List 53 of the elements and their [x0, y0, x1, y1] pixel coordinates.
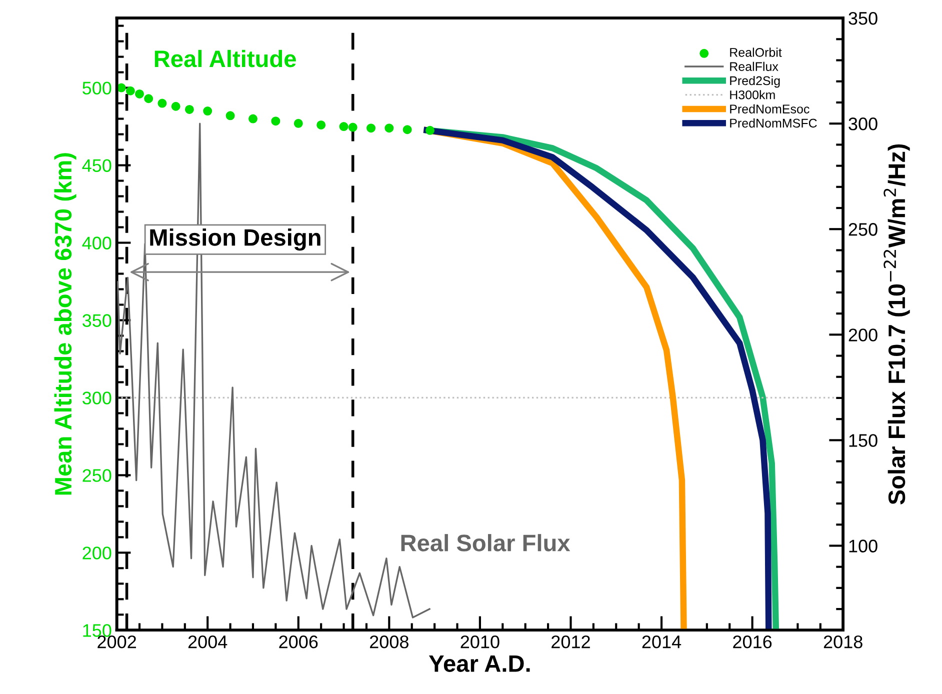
- y2-tick-label: 100: [849, 540, 878, 552]
- y-tick-label: 250: [82, 469, 112, 482]
- point: [184, 104, 194, 114]
- point: [226, 111, 235, 120]
- annotation: Real Solar Flux: [401, 534, 570, 552]
- legend-label: H300km: [730, 90, 775, 100]
- y2-tick-label: 150: [849, 434, 878, 447]
- y-axis-title: Mean Altitude above 6370 (km): [54, 153, 76, 495]
- legend-label: RealOrbit: [730, 48, 782, 57]
- annotation: Mission Design: [150, 228, 320, 251]
- point: [316, 120, 326, 130]
- y-tick-label: 300: [82, 392, 112, 404]
- y-tick-label: 200: [82, 546, 112, 560]
- y-tick-label: 450: [82, 159, 112, 172]
- point: [348, 122, 358, 132]
- y2-tick-label: 350: [848, 12, 878, 25]
- x-axis-title: Year A.D.: [428, 655, 530, 672]
- x-tick-label: 2018: [824, 635, 862, 648]
- y2-tick-label: 200: [848, 328, 878, 342]
- point: [126, 86, 135, 96]
- x-tick-label: 2016: [733, 635, 772, 648]
- point: [271, 116, 280, 126]
- x-tick-label: 2006: [279, 635, 318, 648]
- y2-tick-label: 250: [848, 223, 878, 236]
- x-tick-label: 2002: [98, 635, 136, 648]
- x-tick-label: 2010: [460, 635, 500, 648]
- x-tick-label: 2004: [188, 635, 228, 648]
- x-tick-label: 2008: [370, 635, 408, 648]
- x-tick-label: 2012: [552, 635, 590, 648]
- point: [366, 124, 376, 133]
- point: [203, 106, 212, 116]
- legend-label: RealFlux: [730, 62, 778, 71]
- point: [339, 122, 348, 132]
- y-tick-label: 150: [83, 624, 112, 637]
- legend-label: Pred2Sig: [730, 76, 780, 88]
- y2-axis-title: Solar Flux F10.7 (10$^{−22}$W/m$^{2}$/Hz): [884, 144, 910, 505]
- point: [135, 89, 144, 98]
- point: [294, 118, 303, 128]
- x-tick-label: 2014: [642, 635, 682, 648]
- y-tick-label: 500: [82, 82, 112, 94]
- y2-tick-label: 300: [848, 118, 878, 130]
- point: [248, 114, 258, 124]
- point: [384, 124, 394, 133]
- point: [158, 98, 167, 108]
- y-tick-label: 400: [82, 236, 112, 250]
- annotation: Real Altitude: [154, 50, 296, 68]
- legend-label: PredNomEsoc: [730, 104, 810, 114]
- point: [426, 126, 435, 135]
- point: [402, 125, 412, 134]
- point: [171, 102, 180, 111]
- point: [144, 94, 154, 104]
- legend-label: PredNomMSFC: [730, 118, 817, 128]
- y-tick-label: 350: [82, 314, 112, 327]
